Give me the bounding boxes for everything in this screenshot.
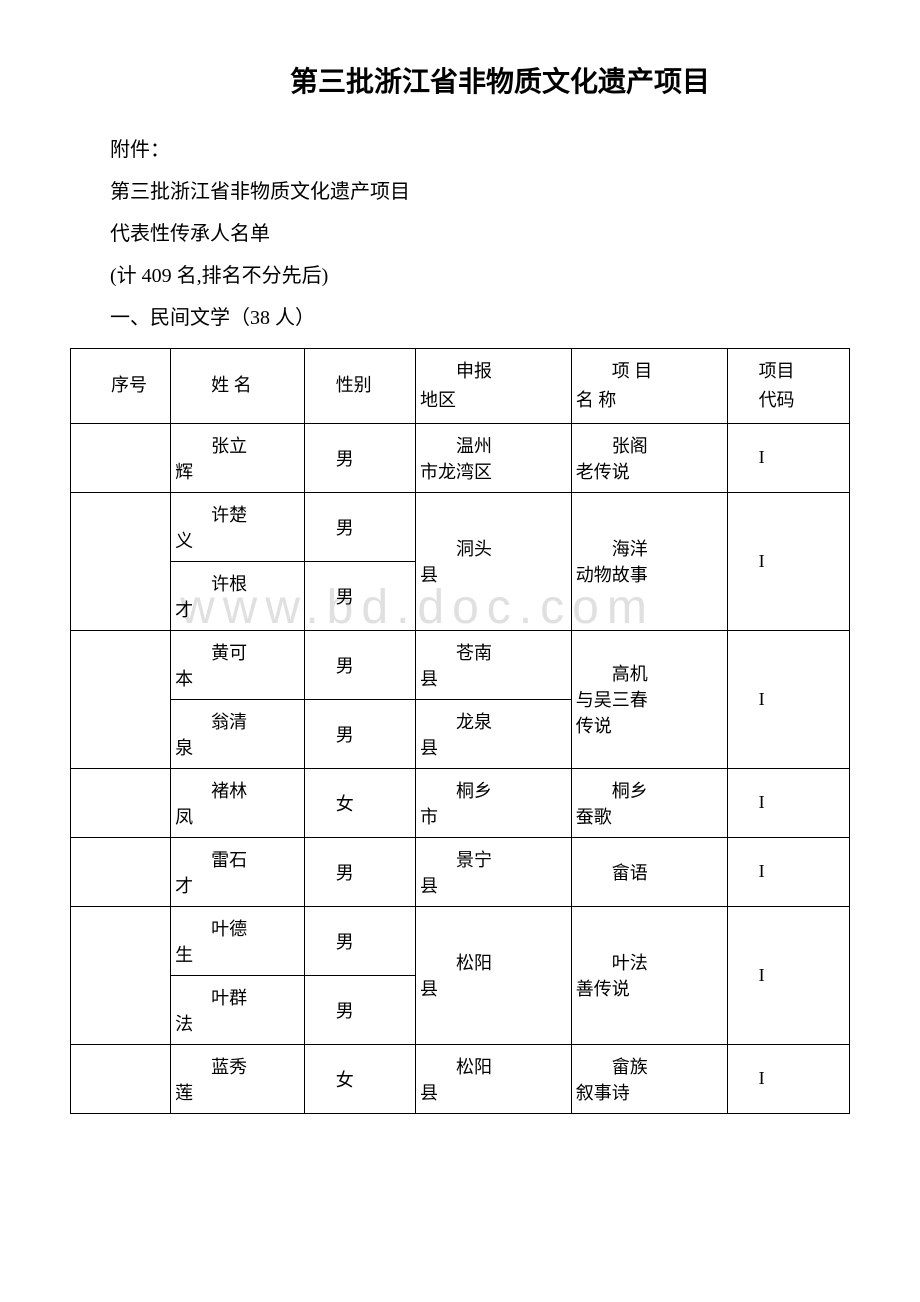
cell-gender: 男 [304,906,415,975]
cell-project: 畲语 [571,837,727,906]
paragraph-subtitle: 第三批浙江省非物质文化遗产项目 [70,172,850,212]
table-header-row: 序号 姓 名 性别 申报 地区 项 目 名 称 项目 代码 [71,349,850,424]
cell-gender: 男 [304,423,415,492]
table-row: 雷石 才 男 景宁 县 畲语 I [71,837,850,906]
table-row: 许楚 义 男 洞头 县 海洋 动物故事 I [71,492,850,561]
cell-region: 苍南 县 [415,630,571,699]
cell-name: 叶群 法 [171,975,305,1044]
cell-gender: 男 [304,561,415,630]
cell-project: 高机 与吴三春 传说 [571,630,727,768]
cell-gender: 女 [304,1044,415,1113]
cell-name: 叶德 生 [171,906,305,975]
cell-seq [71,837,171,906]
table-row: 褚林 凤 女 桐乡 市 桐乡 蚕歌 I [71,768,850,837]
cell-seq [71,630,171,768]
document-content: 第三批浙江省非物质文化遗产项目 附件： 第三批浙江省非物质文化遗产项目 代表性传… [70,60,850,1114]
header-code: 项目 代码 [727,349,849,424]
header-project: 项 目 名 称 [571,349,727,424]
cell-code: I [727,1044,849,1113]
cell-region: 洞头 县 [415,492,571,630]
cell-project: 海洋 动物故事 [571,492,727,630]
cell-gender: 男 [304,699,415,768]
cell-code: I [727,492,849,630]
cell-code: I [727,906,849,1044]
cell-name: 许楚 义 [171,492,305,561]
cell-region: 龙泉 县 [415,699,571,768]
cell-seq [71,768,171,837]
heritage-table: 序号 姓 名 性别 申报 地区 项 目 名 称 项目 代码 [70,348,850,1114]
cell-region: 桐乡 市 [415,768,571,837]
cell-region: 松阳 县 [415,906,571,1044]
document-title: 第三批浙江省非物质文化遗产项目 [150,60,850,100]
cell-region: 景宁 县 [415,837,571,906]
header-gender: 性别 [304,349,415,424]
cell-region: 松阳 县 [415,1044,571,1113]
cell-code: I [727,837,849,906]
table-row: 黄可 本 男 苍南 县 高机 与吴三春 传说 I [71,630,850,699]
cell-code: I [727,630,849,768]
header-name: 姓 名 [171,349,305,424]
cell-project: 畲族 叙事诗 [571,1044,727,1113]
cell-name: 雷石 才 [171,837,305,906]
cell-gender: 男 [304,630,415,699]
cell-name: 张立 辉 [171,423,305,492]
paragraph-category: 一、民间文学（38 人） [70,298,850,338]
header-region: 申报 地区 [415,349,571,424]
cell-project: 张阁 老传说 [571,423,727,492]
table-row: 张立 辉 男 温州 市龙湾区 张阁 老传说 I [71,423,850,492]
cell-name: 翁清 泉 [171,699,305,768]
cell-gender: 男 [304,975,415,1044]
cell-code: I [727,768,849,837]
cell-gender: 女 [304,768,415,837]
table-row: 蓝秀 莲 女 松阳 县 畲族 叙事诗 I [71,1044,850,1113]
table-row: 叶德 生 男 松阳 县 叶法 善传说 I [71,906,850,975]
paragraph-attachment: 附件： [70,130,850,170]
cell-seq [71,906,171,1044]
cell-gender: 男 [304,837,415,906]
cell-name: 黄可 本 [171,630,305,699]
cell-name: 蓝秀 莲 [171,1044,305,1113]
cell-gender: 男 [304,492,415,561]
cell-name: 褚林 凤 [171,768,305,837]
cell-seq [71,423,171,492]
cell-project: 叶法 善传说 [571,906,727,1044]
cell-project: 桐乡 蚕歌 [571,768,727,837]
cell-code: I [727,423,849,492]
cell-seq [71,492,171,630]
paragraph-list-name: 代表性传承人名单 [70,214,850,254]
header-seq: 序号 [71,349,171,424]
cell-region: 温州 市龙湾区 [415,423,571,492]
cell-seq [71,1044,171,1113]
cell-name: 许根 才 [171,561,305,630]
paragraph-count: (计 409 名,排名不分先后) [70,256,850,296]
